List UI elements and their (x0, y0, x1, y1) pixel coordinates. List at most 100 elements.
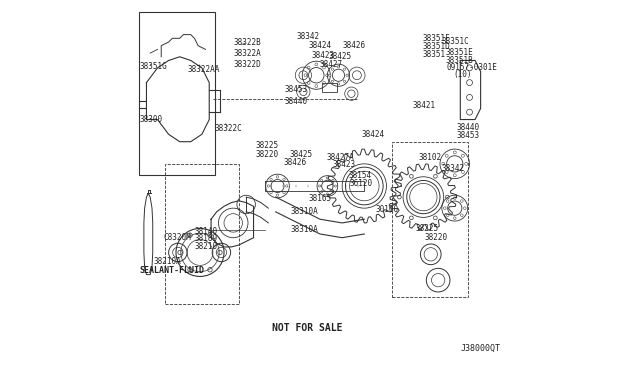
Circle shape (454, 197, 456, 199)
Circle shape (323, 66, 325, 69)
Text: 38140: 38140 (195, 227, 218, 235)
Text: 38342: 38342 (296, 32, 319, 41)
Circle shape (326, 177, 328, 179)
Text: 36120: 36120 (350, 179, 373, 188)
Text: 38351: 38351 (422, 51, 446, 60)
Circle shape (307, 81, 310, 84)
Circle shape (453, 174, 456, 177)
Circle shape (454, 217, 456, 219)
Circle shape (332, 179, 334, 182)
Circle shape (307, 66, 310, 69)
Circle shape (268, 185, 269, 187)
Text: 38210: 38210 (195, 242, 218, 251)
Circle shape (337, 83, 340, 85)
Text: 38351F: 38351F (422, 34, 451, 43)
Text: 38310A: 38310A (291, 225, 318, 234)
Circle shape (344, 80, 346, 83)
Circle shape (463, 207, 466, 209)
Text: 38351D: 38351D (422, 42, 451, 51)
Circle shape (321, 179, 323, 182)
Circle shape (346, 74, 348, 76)
Text: 38310A: 38310A (291, 207, 318, 217)
Text: 38210A: 38210A (154, 257, 182, 266)
Text: NOT FOR SALE: NOT FOR SALE (272, 323, 342, 333)
Text: 38421: 38421 (412, 101, 435, 110)
Text: 38322C: 38322C (215, 124, 243, 133)
Text: 38440: 38440 (285, 97, 308, 106)
Text: 38426: 38426 (343, 41, 366, 50)
Text: J38000QT: J38000QT (460, 344, 500, 353)
Text: 38424: 38424 (308, 41, 332, 50)
Text: 38322AA: 38322AA (187, 65, 220, 74)
Circle shape (445, 154, 448, 157)
Circle shape (334, 185, 337, 187)
Text: 38342: 38342 (441, 164, 464, 173)
Text: 38220: 38220 (256, 150, 279, 159)
Circle shape (332, 80, 333, 83)
Circle shape (315, 63, 317, 66)
Circle shape (315, 85, 317, 87)
Text: 38453: 38453 (285, 85, 308, 94)
Circle shape (446, 200, 449, 202)
Circle shape (461, 214, 463, 217)
Circle shape (442, 162, 445, 165)
Text: 38424: 38424 (362, 130, 385, 139)
Circle shape (329, 74, 331, 76)
Text: 38322B: 38322B (233, 38, 261, 47)
Circle shape (283, 191, 285, 194)
Text: 38440: 38440 (456, 123, 480, 132)
Text: 38351B: 38351B (445, 56, 474, 65)
Text: SEALANT-FLUID: SEALANT-FLUID (139, 266, 204, 275)
Circle shape (285, 185, 288, 187)
Circle shape (444, 207, 446, 209)
Circle shape (465, 162, 468, 165)
Circle shape (453, 151, 456, 154)
Circle shape (270, 178, 272, 181)
Bar (139, 13, 215, 175)
Circle shape (461, 170, 465, 173)
Bar (392, 142, 468, 297)
Bar (322, 83, 337, 92)
Text: 38423: 38423 (312, 51, 335, 60)
Circle shape (446, 214, 449, 217)
Text: 38220: 38220 (424, 233, 447, 242)
Text: 38322A: 38322A (233, 49, 261, 58)
Circle shape (270, 191, 272, 194)
Text: 38351E: 38351E (445, 48, 474, 57)
Text: 38427A: 38427A (326, 153, 355, 162)
Text: 38351G: 38351G (139, 61, 167, 71)
Circle shape (323, 81, 325, 84)
Text: 38102: 38102 (419, 153, 442, 162)
Text: 38425: 38425 (290, 150, 313, 159)
Circle shape (445, 170, 448, 173)
Text: 38225: 38225 (415, 224, 438, 233)
Text: 38300: 38300 (139, 115, 162, 124)
Text: 38426: 38426 (284, 158, 307, 167)
Circle shape (326, 193, 328, 195)
Circle shape (318, 185, 321, 187)
Circle shape (283, 178, 285, 181)
Text: 38351C: 38351C (442, 37, 470, 46)
Text: 38165: 38165 (308, 195, 332, 203)
Text: 09157-0301E: 09157-0301E (447, 62, 497, 72)
Text: 38154: 38154 (349, 171, 372, 180)
Text: C8320M: C8320M (163, 233, 191, 242)
Circle shape (326, 74, 328, 77)
Text: (10): (10) (453, 70, 472, 79)
Text: 38322D: 38322D (233, 60, 261, 70)
Circle shape (344, 68, 346, 70)
Circle shape (304, 74, 307, 77)
Text: 38425: 38425 (329, 52, 352, 61)
Circle shape (332, 68, 333, 70)
Circle shape (276, 176, 279, 178)
Circle shape (337, 65, 340, 68)
Text: 30100: 30100 (376, 205, 399, 215)
Text: 38427: 38427 (319, 60, 342, 70)
Circle shape (461, 154, 465, 157)
Circle shape (321, 190, 323, 193)
Bar (165, 164, 239, 304)
Circle shape (276, 194, 279, 196)
Text: 38225: 38225 (256, 141, 279, 150)
Circle shape (332, 190, 334, 193)
Text: 38423: 38423 (333, 160, 356, 169)
